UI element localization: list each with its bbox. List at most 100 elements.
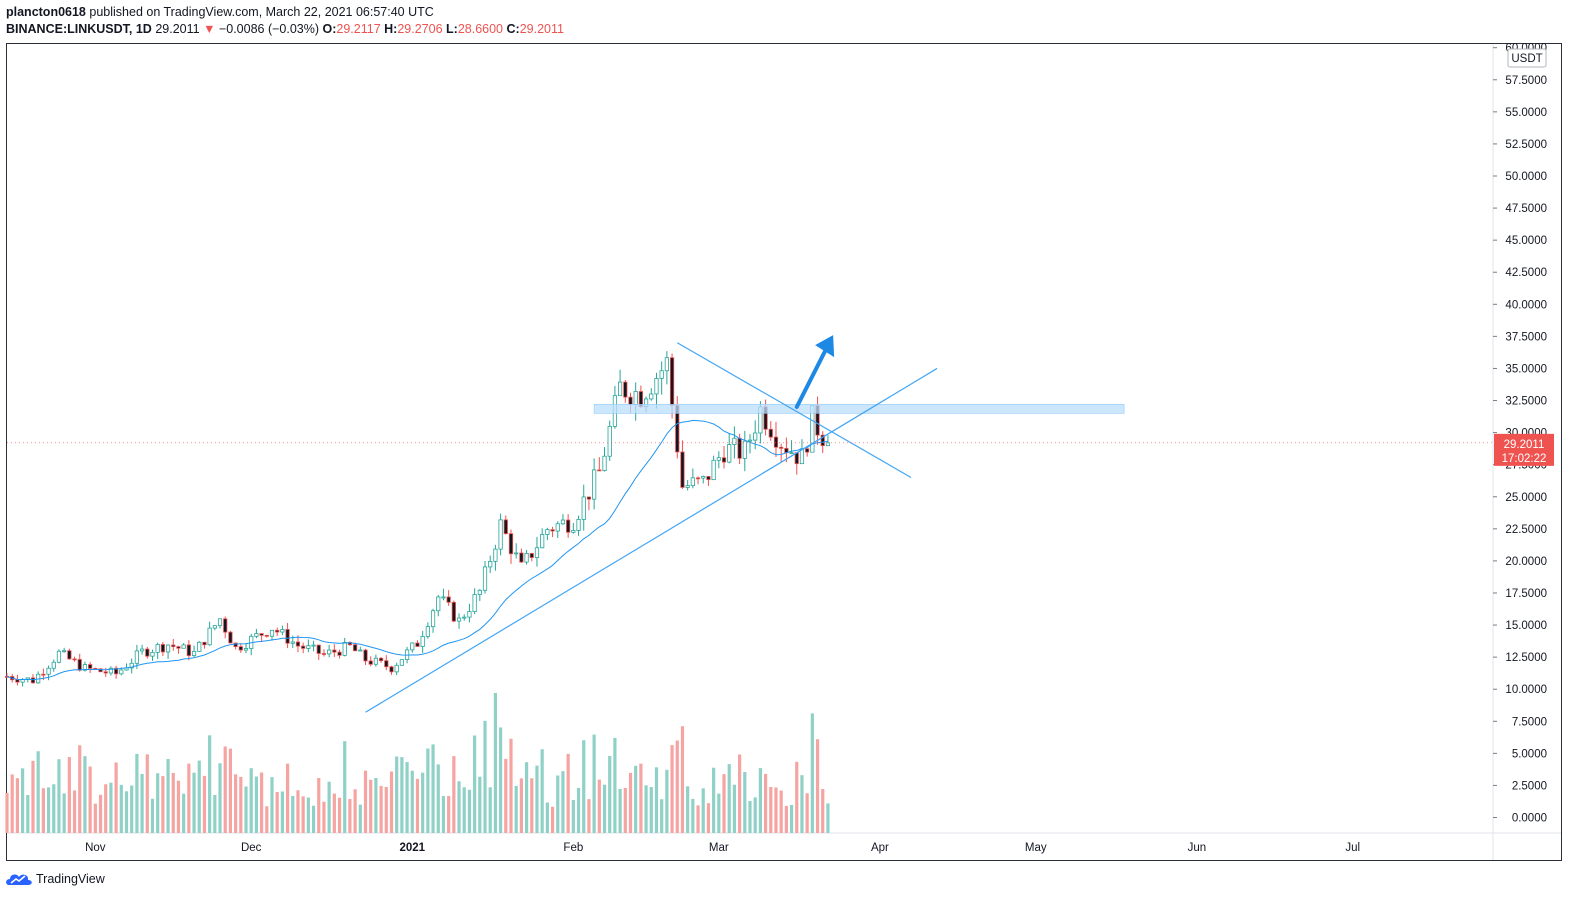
volume-bar bbox=[46, 787, 51, 833]
candle bbox=[560, 514, 566, 525]
volume-bar bbox=[400, 757, 404, 833]
candle-body bbox=[327, 649, 332, 655]
volume-bar bbox=[712, 767, 716, 833]
volume-bar bbox=[369, 779, 373, 833]
candle bbox=[815, 396, 820, 445]
volume-bar bbox=[602, 784, 607, 833]
candle-body bbox=[659, 370, 664, 379]
candle bbox=[249, 633, 254, 656]
candle bbox=[498, 513, 503, 556]
volume-bar bbox=[421, 772, 425, 833]
candle bbox=[524, 549, 529, 565]
volume-bar bbox=[192, 772, 196, 833]
volume-bar bbox=[550, 806, 555, 833]
candle-body bbox=[306, 645, 311, 649]
y-tick-label: 10.0000 bbox=[1505, 684, 1547, 696]
candle bbox=[191, 645, 197, 658]
breakout-arrow-head bbox=[815, 335, 835, 358]
candle-body bbox=[628, 396, 633, 405]
x-tick-label: Dec bbox=[241, 842, 262, 854]
volume-bar bbox=[5, 792, 9, 833]
candle-body bbox=[498, 519, 503, 550]
volume-bar bbox=[358, 804, 362, 833]
candle bbox=[181, 643, 186, 649]
volume-bar bbox=[795, 761, 799, 833]
candle-body bbox=[129, 662, 134, 669]
candle-body bbox=[690, 477, 695, 487]
symbol-label[interactable]: BINANCE:LINKUSDT, 1D bbox=[6, 22, 152, 36]
candle-body bbox=[581, 496, 586, 520]
candle bbox=[732, 426, 737, 459]
candle bbox=[446, 590, 451, 606]
resistance-zone bbox=[593, 404, 1125, 414]
candle bbox=[747, 434, 753, 454]
candle bbox=[72, 656, 77, 662]
breakout-arrow-icon bbox=[794, 335, 835, 409]
candle-body bbox=[420, 636, 425, 647]
currency-label: USDT bbox=[1511, 53, 1542, 65]
candle-body bbox=[46, 667, 51, 675]
volume-bar bbox=[171, 772, 175, 833]
candle-body bbox=[701, 476, 706, 479]
candle bbox=[62, 647, 67, 653]
candle bbox=[98, 668, 103, 673]
candle bbox=[243, 643, 249, 654]
y-tick-label: 37.5000 bbox=[1505, 331, 1547, 343]
candle-body bbox=[176, 646, 181, 649]
candle-body bbox=[415, 642, 420, 647]
candle-body bbox=[145, 648, 150, 657]
candle bbox=[462, 614, 467, 621]
candle bbox=[82, 661, 88, 672]
candle bbox=[550, 526, 555, 538]
x-tick-label: Jul bbox=[1345, 842, 1360, 854]
volume-bar bbox=[758, 768, 762, 833]
footer-brand[interactable]: TradingView bbox=[36, 872, 105, 886]
volume-bar bbox=[467, 789, 472, 833]
candle bbox=[197, 641, 202, 652]
author-name[interactable]: plancton0618 bbox=[6, 5, 86, 19]
candle bbox=[456, 613, 462, 629]
volume-bar bbox=[722, 774, 726, 833]
volume-bar bbox=[156, 773, 160, 833]
candle-body bbox=[191, 650, 197, 657]
volume-bar bbox=[379, 785, 383, 833]
volume-bar bbox=[41, 788, 45, 833]
candle-body bbox=[441, 596, 446, 599]
volume-bar bbox=[135, 753, 139, 833]
candle bbox=[285, 622, 290, 649]
volume-bar bbox=[98, 794, 103, 833]
volume-bar bbox=[259, 772, 264, 833]
candle bbox=[430, 608, 436, 633]
candle bbox=[368, 656, 373, 667]
candle bbox=[186, 640, 191, 661]
volume-bar bbox=[779, 790, 783, 833]
candle bbox=[114, 665, 119, 679]
candle bbox=[342, 637, 347, 657]
candle bbox=[695, 476, 701, 485]
candle-body bbox=[197, 641, 202, 652]
candle bbox=[649, 388, 654, 401]
volume-bar bbox=[244, 786, 248, 833]
volume-bar bbox=[623, 788, 627, 833]
candle-body bbox=[378, 657, 384, 662]
candle-body bbox=[254, 633, 259, 637]
candle-body bbox=[607, 425, 612, 457]
volume-bar bbox=[78, 745, 82, 833]
candle bbox=[789, 440, 794, 455]
candle bbox=[545, 527, 550, 541]
candle-body bbox=[477, 589, 482, 595]
candle-body bbox=[332, 649, 337, 653]
candle-body bbox=[747, 439, 753, 442]
candle-body bbox=[685, 485, 690, 488]
candle bbox=[633, 382, 638, 421]
candle-body bbox=[373, 657, 379, 665]
candle-body bbox=[119, 669, 124, 675]
candle-body bbox=[394, 664, 399, 673]
candle-body bbox=[88, 664, 93, 669]
volume-bar bbox=[571, 799, 575, 833]
candle-body bbox=[711, 459, 716, 481]
volume-bar bbox=[628, 772, 633, 833]
candle-body bbox=[571, 530, 576, 533]
candle-body bbox=[727, 444, 732, 463]
